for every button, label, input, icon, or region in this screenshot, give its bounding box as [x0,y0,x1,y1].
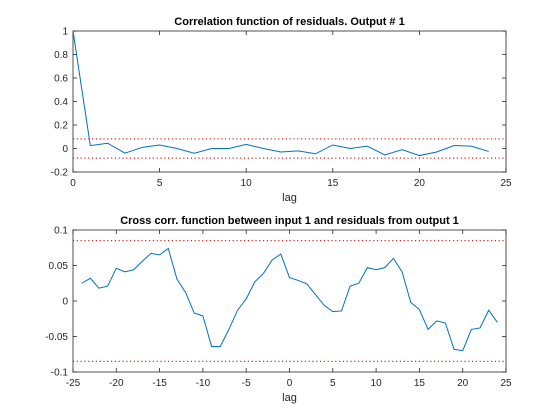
plot-cross-correlation: -25 -20 -15 -10 -5 0 5 10 15 20 25 -0.1 -0.05 0 0.05 0.… [45,215,512,404]
y-tick-label: 0.6 [54,74,68,85]
y-tick-label: -0.1 [51,368,69,379]
axes-box [72,30,507,173]
y-tick-label: 0.4 [54,97,68,108]
x-tick-label: -5 [242,378,251,389]
y-tick-label: 0 [62,144,68,155]
y-tick-label: 0.05 [49,261,69,272]
y-tick-label: 0.2 [54,121,68,132]
y-tick-label: -0.05 [45,332,68,343]
x-tick-label: 20 [414,178,426,189]
x-tick-label: 10 [241,178,253,189]
x-tick-label: -20 [109,378,124,389]
chart-title: Correlation function of residuals. Outpu… [174,16,404,28]
x-axis-label: lag [282,392,297,404]
x-tick-label: -15 [152,378,167,389]
series-line [81,247,498,352]
x-tick-label: 0 [287,378,293,389]
x-tick-label: -10 [196,378,211,389]
x-tick-label: 15 [414,378,426,389]
axes-box [72,229,507,373]
plot-autocorrelation: 0 5 10 15 20 25-0.200.20.40.60.81Correlation … [51,16,512,204]
x-tick-label: 15 [327,178,339,189]
x-tick-label: 5 [157,178,163,189]
y-tick-label: 1 [62,27,68,38]
x-tick-label: 25 [500,378,512,389]
x-tick-label: -25 [66,378,81,389]
x-tick-label: 5 [330,378,336,389]
series-line [72,30,489,157]
x-tick-label: 10 [371,378,383,389]
x-tick-label: 20 [457,378,469,389]
y-tick-label: 0.8 [54,50,68,61]
chart-title: Cross corr. function between input 1 and… [120,215,459,227]
y-tick-label: 0.1 [54,226,68,237]
x-tick-label: 0 [70,178,76,189]
x-tick-label: 25 [500,178,512,189]
x-axis-label: lag [282,192,297,204]
y-tick-label: 0 [62,297,68,308]
y-tick-label: -0.2 [51,168,69,179]
